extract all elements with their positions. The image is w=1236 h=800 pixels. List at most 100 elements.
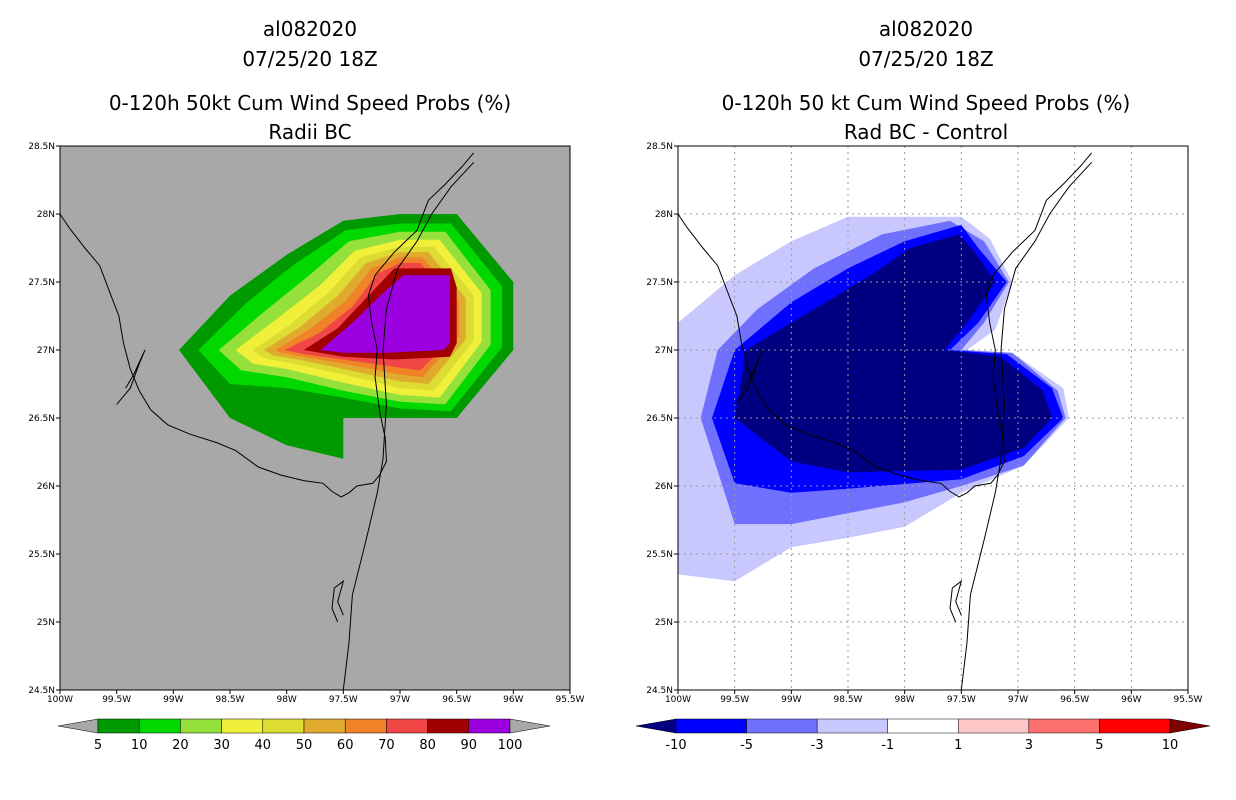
left-x-tick-label: 97W	[390, 695, 410, 705]
right-y-tick-label: 24.5N	[646, 686, 673, 696]
right-colorbar-swatch-6	[1099, 718, 1171, 734]
left-contour-level-9	[320, 275, 450, 353]
left-y-tick-label: 28.5N	[28, 142, 55, 152]
left-colorbar-swatch-5	[303, 718, 346, 734]
left-colorbar-swatch-1	[138, 718, 181, 734]
left-x-tick-label: 99W	[163, 695, 183, 705]
right-x-tick-label: 97W	[1008, 695, 1028, 705]
right-x-tick-label: 99W	[781, 695, 801, 705]
right-colorbar-label: 3	[1025, 738, 1033, 753]
right-title-line-1: al082020	[879, 17, 973, 41]
left-colorbar-swatch-9	[468, 718, 511, 734]
right-x-tick-label: 99.5W	[720, 695, 749, 705]
right-contour-level-3	[734, 234, 1052, 473]
right-colorbar-label: 5	[1095, 738, 1103, 753]
left-colorbar-swatch-8	[427, 718, 470, 734]
left-coastline	[59, 152, 475, 691]
left-x-tick-label: 98.5W	[216, 695, 245, 705]
left-coastline-path-3	[331, 579, 345, 623]
right-y-tick-label: 28.5N	[646, 142, 673, 152]
left-x-tick-label: 96.5W	[442, 695, 471, 705]
left-y-tick-label: 27N	[37, 346, 55, 356]
right-y-tick-label: 26.5N	[646, 414, 673, 424]
right-x-tick-label: 95.5W	[1174, 695, 1203, 705]
left-title-line-1: al082020	[263, 17, 357, 41]
right-colorbar-swatch-2	[816, 718, 888, 734]
left-y-tick-label: 25N	[37, 618, 55, 628]
left-y-tick-label: 24.5N	[28, 686, 55, 696]
left-colorbar-swatch-3	[221, 718, 264, 734]
right-colorbar-high-arrow	[1169, 718, 1211, 734]
right-coastline	[677, 152, 1093, 691]
right-y-tick-label: 25.5N	[646, 550, 673, 560]
left-colorbar-swatch-2	[180, 718, 222, 734]
left-colorbar-swatch-0	[97, 718, 140, 734]
left-title-line-4: Radii BC	[268, 120, 351, 144]
left-x-tick-label: 98W	[276, 695, 296, 705]
left-contours	[179, 214, 514, 459]
left-colorbar-swatch-4	[262, 718, 305, 734]
left-coastline-path-2	[116, 349, 146, 405]
right-colorbar-swatch-1	[746, 718, 818, 734]
left-y-tick-label: 28N	[37, 210, 55, 220]
right-title-line-3: 0-120h 50 kt Cum Wind Speed Probs (%)	[722, 91, 1131, 115]
left-colorbar-label: 20	[172, 738, 189, 753]
left-y-tick-label: 25.5N	[28, 550, 55, 560]
right-x-tick-label: 98W	[894, 695, 914, 705]
left-coastline-path-1	[342, 161, 475, 691]
right-colorbar-label: -3	[811, 738, 824, 753]
right-colorbar-label: -1	[881, 738, 894, 753]
left-x-tick-label: 99.5W	[102, 695, 131, 705]
left-y-tick-label: 26N	[37, 482, 55, 492]
left-coastline-path-0	[59, 152, 475, 498]
left-colorbar-label: 5	[94, 738, 102, 753]
right-coastline-path-1	[960, 161, 1093, 691]
right-y-tick-label: 27N	[655, 346, 673, 356]
left-colorbar-label: 60	[337, 738, 354, 753]
right-colorbar-swatch-5	[1028, 718, 1100, 734]
left-colorbar-label: 90	[461, 738, 478, 753]
left-title-line-3: 0-120h 50kt Cum Wind Speed Probs (%)	[109, 91, 511, 115]
left-colorbar-swatch-6	[344, 718, 387, 734]
right-y-tick-label: 26N	[655, 482, 673, 492]
left-x-tick-label: 95.5W	[556, 695, 585, 705]
right-colorbar-swatch-3	[887, 718, 959, 734]
left-colorbar-swatch-7	[386, 718, 428, 734]
right-x-tick-label: 96W	[1121, 695, 1141, 705]
right-y-tick-label: 28N	[655, 210, 673, 220]
left-colorbar-label: 80	[419, 738, 436, 753]
left-x-tick-label: 100W	[47, 695, 73, 705]
right-x-tick-label: 98.5W	[834, 695, 863, 705]
right-colorbar-label: 1	[954, 738, 962, 753]
right-colorbar-label: -10	[665, 738, 686, 753]
right-x-tick-label: 96.5W	[1060, 695, 1089, 705]
right-colorbar-label: -5	[740, 738, 753, 753]
left-colorbar-label: 30	[213, 738, 230, 753]
right-x-tick-label: 97.5W	[947, 695, 976, 705]
left-y-tick-label: 26.5N	[28, 414, 55, 424]
right-axis-ticks: 100W 99.5W 99W 98.5W 98W 97.5W 97W 96.5W 96W 95.5…	[646, 142, 1202, 705]
right-coastline-path-3	[949, 579, 963, 623]
right-title-line-4: Rad BC - Control	[844, 120, 1008, 144]
right-title-line-2: 07/25/20 18Z	[858, 47, 993, 71]
right-colorbar-swatch-0	[675, 718, 747, 734]
left-colorbar: 5 10 20 30 40 50 60 70 80 90 100	[57, 718, 551, 753]
left-colorbar-label: 10	[131, 738, 148, 753]
left-colorbar-low-arrow	[57, 718, 99, 734]
left-colorbar-label: 50	[296, 738, 313, 753]
right-x-tick-label: 100W	[665, 695, 691, 705]
left-panel: al082020 07/25/20 18Z 0-120h 50kt Cum Wi…	[28, 17, 584, 753]
right-contours	[678, 216, 1069, 582]
left-x-tick-label: 96W	[503, 695, 523, 705]
right-colorbar-swatch-4	[958, 718, 1030, 734]
right-coastline-path-2	[734, 349, 764, 405]
right-coastline-path-0	[677, 152, 1093, 498]
left-colorbar-label: 70	[378, 738, 395, 753]
right-y-tick-label: 27.5N	[646, 278, 673, 288]
left-colorbar-label: 100	[498, 738, 523, 753]
left-y-tick-label: 27.5N	[28, 278, 55, 288]
left-x-tick-label: 97.5W	[329, 695, 358, 705]
right-y-tick-label: 25N	[655, 618, 673, 628]
left-title-line-2: 07/25/20 18Z	[242, 47, 377, 71]
